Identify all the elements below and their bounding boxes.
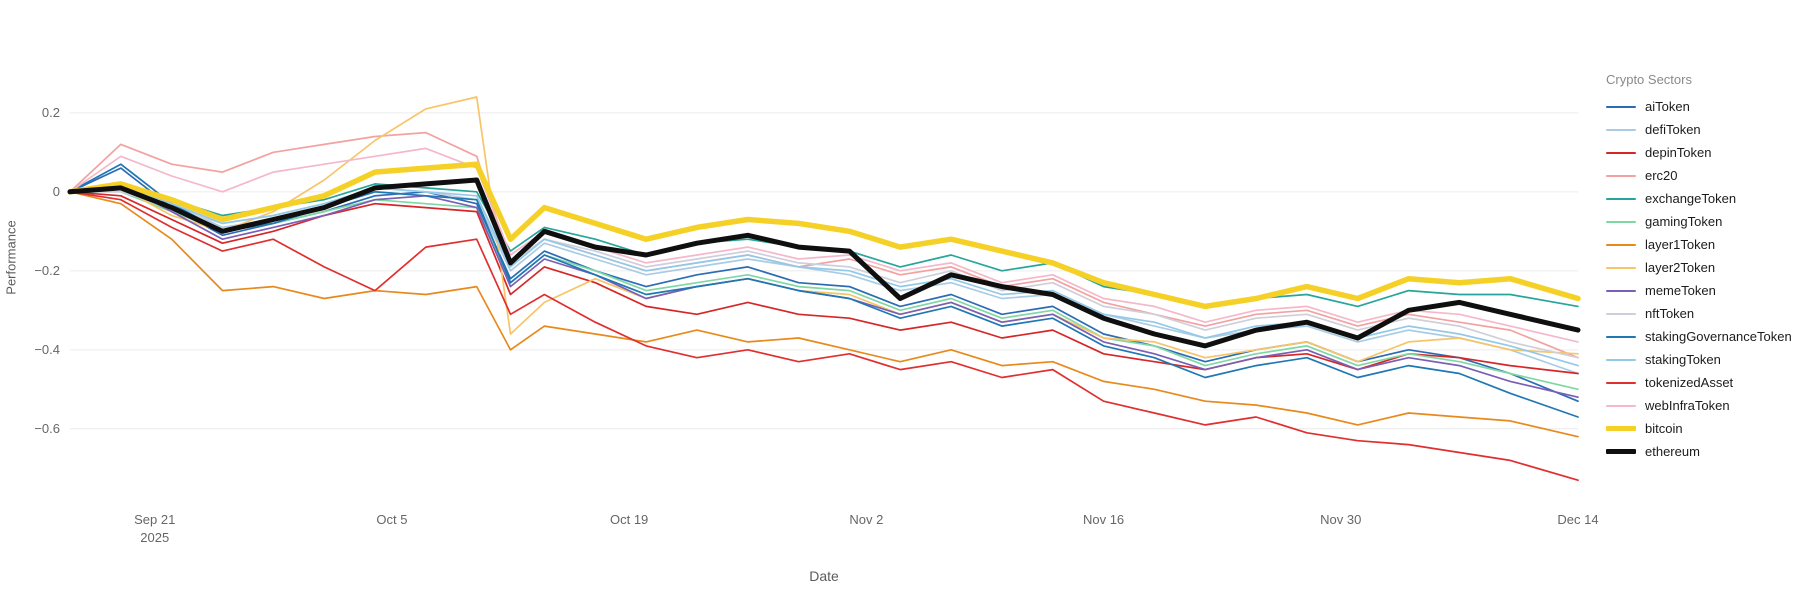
series-line-tokenizedAsset bbox=[69, 190, 1579, 482]
legend-label: memeToken bbox=[1645, 283, 1716, 298]
legend-swatch-bitcoin bbox=[1606, 426, 1636, 431]
series-line-depinToken bbox=[69, 190, 1579, 375]
x-tick-label: Nov 16 bbox=[1083, 512, 1124, 527]
legend-item-gamingToken[interactable]: gamingToken bbox=[1606, 210, 1796, 233]
legend-swatch-nftToken bbox=[1606, 312, 1636, 315]
legend-label: ethereum bbox=[1645, 444, 1700, 459]
x-tick-label: Nov 2 bbox=[849, 512, 883, 527]
legend-label: bitcoin bbox=[1645, 421, 1683, 436]
legend-item-layer2Token[interactable]: layer2Token bbox=[1606, 256, 1796, 279]
y-axis-title: Performance bbox=[3, 220, 19, 295]
x-tick-label: Sep 21 bbox=[134, 512, 175, 527]
legend-item-defiToken[interactable]: defiToken bbox=[1606, 118, 1796, 141]
legend-label: gamingToken bbox=[1645, 214, 1723, 229]
legend-label: defiToken bbox=[1645, 122, 1701, 137]
legend-item-webInfraToken[interactable]: webInfraToken bbox=[1606, 394, 1796, 417]
legend-label: tokenizedAsset bbox=[1645, 375, 1734, 390]
legend-swatch-memeToken bbox=[1606, 289, 1636, 292]
legend-swatch-ethereum bbox=[1606, 449, 1636, 454]
series-line-bitcoin bbox=[67, 161, 1581, 310]
legend-label: exchangeToken bbox=[1645, 191, 1737, 206]
legend-item-bitcoin[interactable]: bitcoin bbox=[1606, 417, 1796, 440]
legend-swatch-layer1Token bbox=[1606, 243, 1636, 246]
legend-label: stakingGovernanceToken bbox=[1645, 329, 1792, 344]
legend-swatch-defiToken bbox=[1606, 128, 1636, 131]
series-line-gamingToken bbox=[69, 190, 1579, 391]
x-axis-title: Date bbox=[809, 568, 839, 584]
legend-title: Crypto Sectors bbox=[1606, 72, 1692, 87]
legend-item-memeToken[interactable]: memeToken bbox=[1606, 279, 1796, 302]
x-tick-sublabel: 2025 bbox=[140, 530, 169, 545]
y-tick-label: −0.2 bbox=[34, 263, 60, 278]
x-tick-label: Oct 19 bbox=[610, 512, 648, 527]
legend-label: layer2Token bbox=[1645, 260, 1716, 275]
x-tick-label: Oct 5 bbox=[376, 512, 407, 527]
legend-label: aiToken bbox=[1645, 99, 1690, 114]
y-tick-label: −0.4 bbox=[34, 342, 60, 357]
legend-item-layer1Token[interactable]: layer1Token bbox=[1606, 233, 1796, 256]
legend-swatch-depinToken bbox=[1606, 151, 1636, 154]
legend-item-erc20[interactable]: erc20 bbox=[1606, 164, 1796, 187]
series-line-erc20 bbox=[69, 131, 1579, 359]
legend-swatch-webInfraToken bbox=[1606, 404, 1636, 407]
legend-item-stakingGovernanceToken[interactable]: stakingGovernanceToken bbox=[1606, 325, 1796, 348]
legend-swatch-gamingToken bbox=[1606, 220, 1636, 223]
legend-item-ethereum[interactable]: ethereum bbox=[1606, 440, 1796, 463]
legend-swatch-stakingGovernanceToken bbox=[1606, 335, 1636, 338]
series-line-ethereum bbox=[67, 177, 1581, 349]
legend-label: nftToken bbox=[1645, 306, 1695, 321]
legend: Crypto Sectors aiToken defiToken depinToke… bbox=[1606, 72, 1796, 463]
series-line-webInfraToken bbox=[69, 147, 1579, 343]
legend-swatch-exchangeToken bbox=[1606, 197, 1636, 200]
y-tick-label: −0.6 bbox=[34, 421, 60, 436]
legend-item-stakingToken[interactable]: stakingToken bbox=[1606, 348, 1796, 371]
legend-label: stakingToken bbox=[1645, 352, 1721, 367]
legend-label: depinToken bbox=[1645, 145, 1712, 160]
legend-label: webInfraToken bbox=[1645, 398, 1730, 413]
legend-swatch-layer2Token bbox=[1606, 266, 1636, 269]
legend-item-nftToken[interactable]: nftToken bbox=[1606, 302, 1796, 325]
legend-swatch-erc20 bbox=[1606, 174, 1636, 177]
legend-swatch-aiToken bbox=[1606, 105, 1636, 108]
series-line-layer1Token bbox=[69, 190, 1579, 438]
legend-item-depinToken[interactable]: depinToken bbox=[1606, 141, 1796, 164]
x-tick-label: Nov 30 bbox=[1320, 512, 1361, 527]
legend-swatch-stakingToken bbox=[1606, 358, 1636, 361]
x-tick-label: Dec 14 bbox=[1557, 512, 1598, 527]
legend-label: layer1Token bbox=[1645, 237, 1716, 252]
legend-items: aiToken defiToken depinToken erc20 exchangeT… bbox=[1606, 95, 1796, 463]
legend-item-aiToken[interactable]: aiToken bbox=[1606, 95, 1796, 118]
legend-swatch-tokenizedAsset bbox=[1606, 381, 1636, 384]
legend-item-tokenizedAsset[interactable]: tokenizedAsset bbox=[1606, 371, 1796, 394]
y-tick-label: 0.2 bbox=[42, 105, 60, 120]
legend-item-exchangeToken[interactable]: exchangeToken bbox=[1606, 187, 1796, 210]
legend-label: erc20 bbox=[1645, 168, 1678, 183]
y-tick-label: 0 bbox=[53, 184, 60, 199]
